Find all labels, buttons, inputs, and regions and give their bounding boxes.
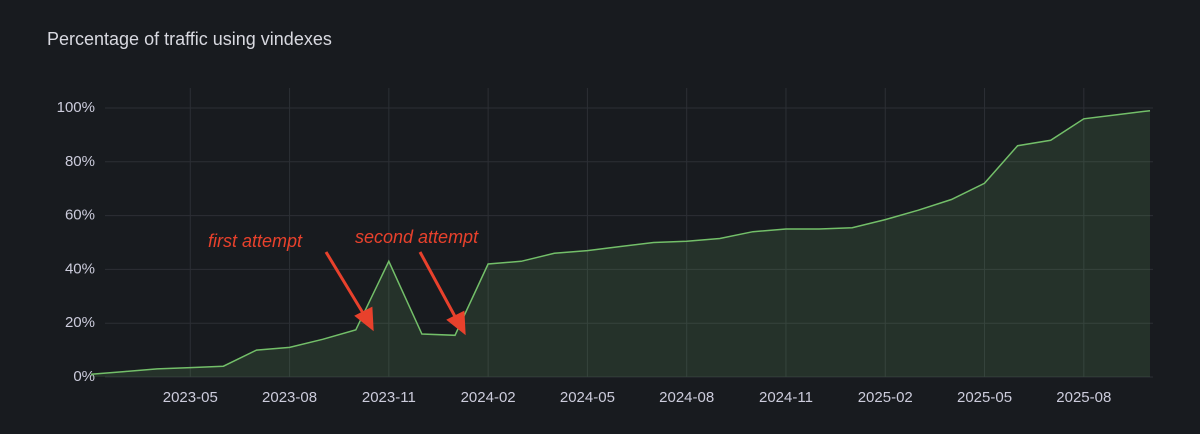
y-tick-label: 60%: [65, 207, 95, 224]
arrows: [324, 251, 466, 336]
y-tick-label: 20%: [65, 314, 95, 331]
x-tick-label: 2023-05: [163, 389, 218, 406]
x-tick-label: 2023-08: [262, 389, 317, 406]
x-tick-label: 2025-02: [858, 389, 913, 406]
x-tick-label: 2024-08: [659, 389, 714, 406]
x-tick-label: 2025-08: [1056, 389, 1111, 406]
line: [90, 109, 1151, 376]
x-tick-label: 2024-05: [560, 389, 615, 406]
y-tick-label: 0%: [73, 368, 95, 385]
arrow: [324, 251, 368, 319]
x-tick-label: 2024-02: [461, 389, 516, 406]
y-tick-label: 40%: [65, 260, 95, 277]
x-tick-label: 2024-11: [759, 389, 813, 406]
arrowhead: [354, 306, 374, 332]
area: [91, 110, 1150, 377]
y-tick-label: 100%: [57, 99, 95, 116]
chart-title: Percentage of traffic using vindexes: [47, 29, 332, 49]
annotation: second attempt: [355, 227, 479, 247]
plot: 0% 20% 40% 60% 80% 100% 2023-05 2023-08 2023-11 2…: [57, 88, 1153, 406]
x-tick-label: 2023-11: [362, 389, 416, 406]
y-tick-label: 80%: [65, 153, 95, 170]
arrow: [418, 251, 460, 323]
arrowhead: [446, 310, 466, 336]
x-tick-label: 2025-05: [957, 389, 1012, 406]
annotation: first attempt: [208, 231, 303, 251]
